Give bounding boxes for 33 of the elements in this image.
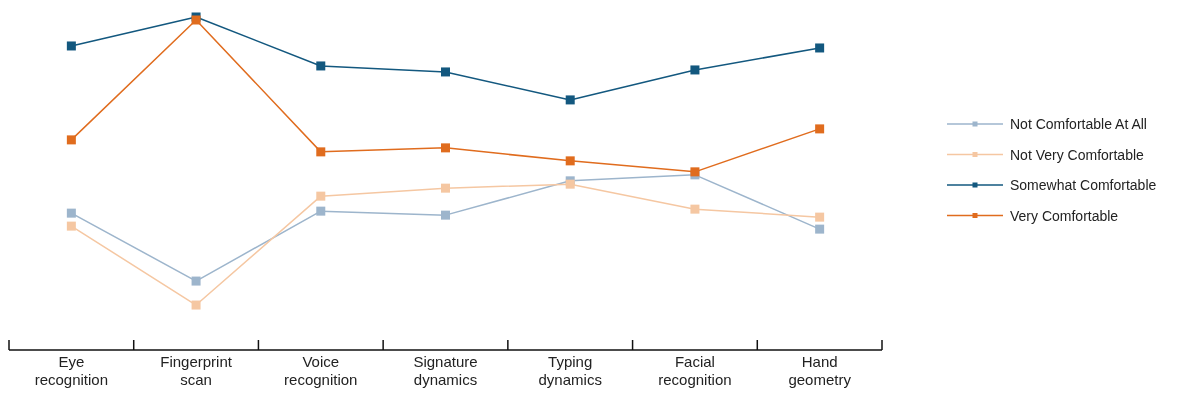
point	[66, 221, 76, 231]
point	[815, 212, 825, 222]
legend-label: Not Comfortable At All	[1010, 116, 1147, 132]
point	[441, 143, 450, 153]
point	[565, 95, 575, 105]
legend-label: Not Very Comfortable	[1010, 146, 1145, 163]
point	[316, 191, 326, 201]
legend-label: Somewhat Comfortable	[1010, 177, 1157, 193]
point	[815, 224, 825, 234]
point	[441, 210, 450, 220]
point	[690, 204, 700, 214]
point	[690, 65, 700, 75]
x-tick-label: Fingerprint scan	[160, 353, 233, 388]
point	[316, 61, 326, 71]
point	[441, 183, 450, 193]
point	[66, 41, 76, 51]
x-tick-label: Facial recognition	[658, 353, 732, 388]
point	[316, 147, 326, 157]
x-tick-label: Signature dynamics	[413, 353, 478, 388]
point	[815, 124, 825, 134]
point	[66, 208, 76, 218]
point	[565, 156, 575, 166]
x-tick-label: Eye recognition	[34, 353, 109, 388]
point	[441, 67, 450, 77]
point	[191, 300, 201, 310]
point	[66, 135, 76, 145]
point	[316, 206, 326, 216]
point	[815, 43, 825, 53]
point	[191, 276, 201, 286]
x-tick-label: Hand geometry	[788, 353, 852, 388]
legend-label: Very Comfortable	[1010, 207, 1119, 224]
x-tick-label: Typing dynamics	[538, 353, 602, 388]
x-tick-label: Voice recognition	[284, 353, 358, 388]
